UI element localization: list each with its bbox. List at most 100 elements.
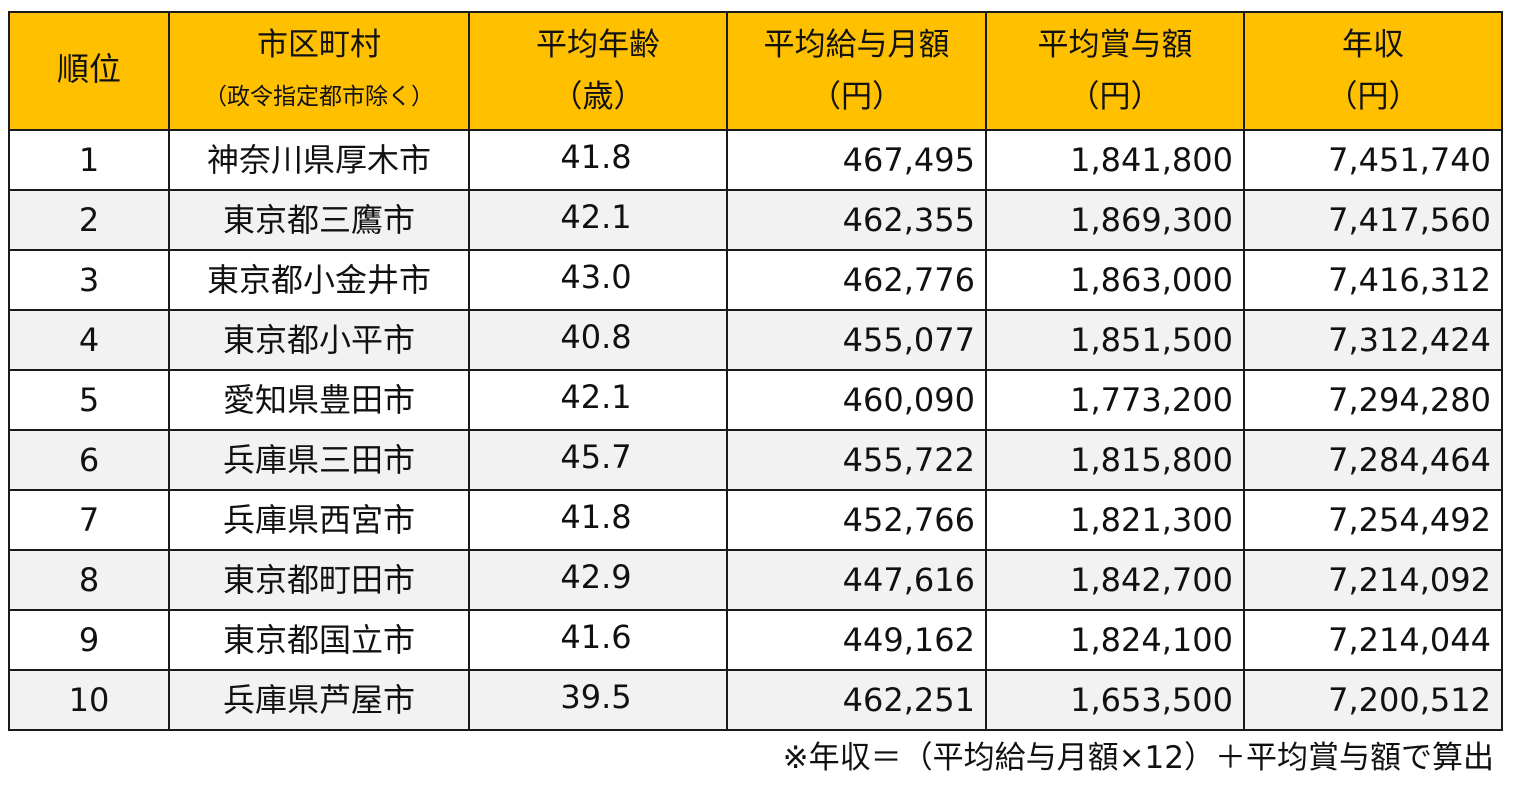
bonus-cell: 1,824,100 bbox=[985, 609, 1245, 671]
city-name: 神奈川県厚木市 bbox=[206, 141, 431, 179]
header-row: 順位 市区町村 （政令指定都市除く） 平均年齢 （歳） 平均給与月額 （円） 平… bbox=[8, 11, 1503, 131]
table-header: 順位 市区町村 （政令指定都市除く） 平均年齢 （歳） 平均給与月額 （円） 平… bbox=[8, 11, 1503, 131]
city-cell: 愛知県豊田市 bbox=[168, 369, 470, 431]
table-row: 1 神奈川県厚木市 41.8 467,495 1,841,800 7,451,7… bbox=[8, 129, 1503, 191]
table-row: 8 東京都町田市 42.9 447,616 1,842,700 7,214,09… bbox=[8, 549, 1503, 611]
age-cell: 41.8 bbox=[468, 129, 728, 191]
city-cell: 兵庫県芦屋市 bbox=[168, 669, 470, 731]
rank-cell: 1 bbox=[8, 129, 170, 191]
header-salary: 平均給与月額 （円） bbox=[726, 11, 987, 131]
age-value: 41.8 bbox=[560, 138, 632, 176]
header-annual-unit: （円） bbox=[1326, 79, 1420, 115]
city-name: 東京都国立市 bbox=[222, 621, 415, 659]
city-cell: 東京都小平市 bbox=[168, 309, 470, 371]
salary-cell: 455,722 bbox=[726, 429, 987, 491]
header-bonus-unit: （円） bbox=[1068, 79, 1162, 115]
annual-cell: 7,417,560 bbox=[1243, 189, 1503, 251]
city-cell: 東京都国立市 bbox=[168, 609, 470, 671]
age-cell: 39.5 bbox=[468, 669, 728, 731]
annual-cell: 7,214,044 bbox=[1243, 609, 1503, 671]
salary-cell: 452,766 bbox=[726, 489, 987, 551]
annual-cell: 7,214,092 bbox=[1243, 549, 1503, 611]
salary-cell: 455,077 bbox=[726, 309, 987, 371]
city-cell: 神奈川県厚木市 bbox=[168, 129, 470, 191]
header-city: 市区町村 （政令指定都市除く） bbox=[168, 11, 470, 131]
bonus-cell: 1,841,800 bbox=[985, 129, 1245, 191]
rank-cell: 7 bbox=[8, 489, 170, 551]
header-city-note: （政令指定都市除く） bbox=[204, 84, 434, 110]
age-cell: 42.9 bbox=[468, 549, 728, 611]
age-cell: 42.1 bbox=[468, 369, 728, 431]
city-name: 東京都三鷹市 bbox=[222, 201, 415, 239]
rank-cell: 9 bbox=[8, 609, 170, 671]
header-bonus: 平均賞与額 （円） bbox=[985, 11, 1245, 131]
rank-cell: 3 bbox=[8, 249, 170, 311]
bonus-cell: 1,821,300 bbox=[985, 489, 1245, 551]
salary-cell: 462,251 bbox=[726, 669, 987, 731]
table-row: 6 兵庫県三田市 45.7 455,722 1,815,800 7,284,46… bbox=[8, 429, 1503, 491]
rank-cell: 4 bbox=[8, 309, 170, 371]
annual-cell: 7,200,512 bbox=[1243, 669, 1503, 731]
city-cell: 東京都町田市 bbox=[168, 549, 470, 611]
salary-cell: 462,355 bbox=[726, 189, 987, 251]
rank-cell: 6 bbox=[8, 429, 170, 491]
rank-cell: 5 bbox=[8, 369, 170, 431]
annual-cell: 7,416,312 bbox=[1243, 249, 1503, 311]
income-ranking-table: 順位 市区町村 （政令指定都市除く） 平均年齢 （歳） 平均給与月額 （円） 平… bbox=[8, 11, 1503, 731]
age-value: 41.8 bbox=[560, 498, 632, 536]
age-value: 42.9 bbox=[560, 558, 632, 596]
salary-cell: 449,162 bbox=[726, 609, 987, 671]
header-annual-label: 年収 bbox=[1342, 27, 1404, 63]
table-row: 10 兵庫県芦屋市 39.5 462,251 1,653,500 7,200,5… bbox=[8, 669, 1503, 731]
city-name: 東京都町田市 bbox=[222, 561, 415, 599]
age-value: 42.1 bbox=[560, 198, 632, 236]
age-value: 45.7 bbox=[560, 438, 632, 476]
rank-cell: 8 bbox=[8, 549, 170, 611]
header-bonus-label: 平均賞与額 bbox=[1037, 27, 1193, 63]
annual-cell: 7,284,464 bbox=[1243, 429, 1503, 491]
table-row: 2 東京都三鷹市 42.1 462,355 1,869,300 7,417,56… bbox=[8, 189, 1503, 251]
salary-cell: 460,090 bbox=[726, 369, 987, 431]
salary-cell: 447,616 bbox=[726, 549, 987, 611]
age-value: 43.0 bbox=[560, 258, 632, 296]
city-cell: 東京都小金井市 bbox=[168, 249, 470, 311]
age-cell: 45.7 bbox=[468, 429, 728, 491]
city-name: 東京都小平市 bbox=[222, 321, 415, 359]
age-value: 39.5 bbox=[560, 678, 632, 716]
table-row: 3 東京都小金井市 43.0 462,776 1,863,000 7,416,3… bbox=[8, 249, 1503, 311]
table-row: 4 東京都小平市 40.8 455,077 1,851,500 7,312,42… bbox=[8, 309, 1503, 371]
header-age: 平均年齢 （歳） bbox=[468, 11, 728, 131]
age-cell: 43.0 bbox=[468, 249, 728, 311]
age-cell: 41.6 bbox=[468, 609, 728, 671]
age-value: 42.1 bbox=[560, 378, 632, 416]
bonus-cell: 1,815,800 bbox=[985, 429, 1245, 491]
age-cell: 40.8 bbox=[468, 309, 728, 371]
rank-cell: 10 bbox=[8, 669, 170, 731]
header-annual: 年収 （円） bbox=[1243, 11, 1503, 131]
header-age-label: 平均年齢 bbox=[536, 27, 660, 63]
table-row: 7 兵庫県西宮市 41.8 452,766 1,821,300 7,254,49… bbox=[8, 489, 1503, 551]
bonus-cell: 1,851,500 bbox=[985, 309, 1245, 371]
annual-cell: 7,254,492 bbox=[1243, 489, 1503, 551]
city-name: 兵庫県三田市 bbox=[222, 441, 415, 479]
header-rank: 順位 bbox=[8, 11, 170, 131]
calculation-footnote: ※年収＝（平均給与月額×12）＋平均賞与額で算出 bbox=[782, 740, 1494, 776]
bonus-cell: 1,773,200 bbox=[985, 369, 1245, 431]
header-age-unit: （歳） bbox=[551, 79, 645, 115]
table-body: 1 神奈川県厚木市 41.8 467,495 1,841,800 7,451,7… bbox=[8, 129, 1503, 731]
salary-cell: 467,495 bbox=[726, 129, 987, 191]
city-cell: 東京都三鷹市 bbox=[168, 189, 470, 251]
annual-cell: 7,294,280 bbox=[1243, 369, 1503, 431]
annual-cell: 7,451,740 bbox=[1243, 129, 1503, 191]
header-salary-label: 平均給与月額 bbox=[763, 27, 950, 63]
header-salary-unit: （円） bbox=[810, 79, 903, 115]
city-name: 東京都小金井市 bbox=[206, 261, 431, 299]
table-row: 9 東京都国立市 41.6 449,162 1,824,100 7,214,04… bbox=[8, 609, 1503, 671]
city-cell: 兵庫県三田市 bbox=[168, 429, 470, 491]
bonus-cell: 1,863,000 bbox=[985, 249, 1245, 311]
bonus-cell: 1,653,500 bbox=[985, 669, 1245, 731]
city-name: 兵庫県西宮市 bbox=[222, 501, 415, 539]
salary-cell: 462,776 bbox=[726, 249, 987, 311]
bonus-cell: 1,842,700 bbox=[985, 549, 1245, 611]
city-name: 愛知県豊田市 bbox=[222, 381, 415, 419]
